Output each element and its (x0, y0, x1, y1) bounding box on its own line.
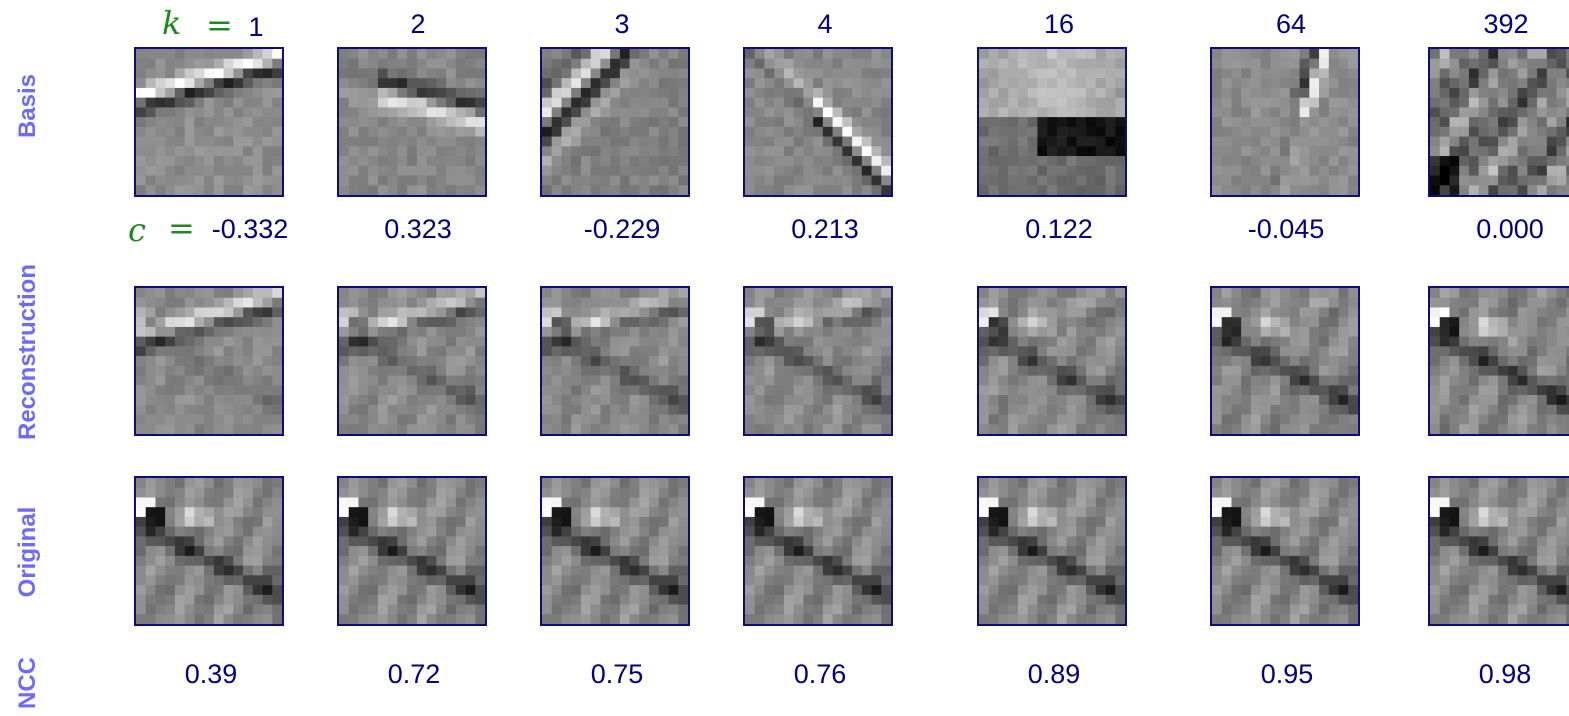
basis-patch-2 (337, 47, 487, 197)
reconstruction-image-5 (979, 288, 1125, 434)
row-label-reconstruction: Reconstruction (14, 263, 41, 441)
reconstruction-patch-2 (337, 286, 487, 436)
original-patch-1 (134, 476, 284, 626)
c-value-7: 0.000 (1476, 214, 1544, 244)
original-image-6 (1212, 478, 1358, 624)
ncc-value-4: 0.76 (793, 659, 847, 689)
c-value-5: 0.122 (1025, 214, 1093, 244)
original-patch-4 (743, 476, 893, 626)
reconstruction-image-7 (1430, 288, 1569, 434)
original-image-4 (745, 478, 891, 624)
reconstruction-patch-1 (134, 286, 284, 436)
original-image-2 (339, 478, 485, 624)
original-patch-2 (337, 476, 487, 626)
basis-image-2 (339, 49, 485, 195)
ncc-value-7: 0.98 (1478, 659, 1532, 689)
ncc-value-2: 0.72 (387, 659, 441, 689)
basis-patch-5 (977, 47, 1127, 197)
original-patch-3 (540, 476, 690, 626)
k-value-4: 4 (817, 9, 833, 39)
row-label-basis: Basis (14, 73, 41, 139)
k-equals: = (206, 6, 233, 44)
basis-patch-6 (1210, 47, 1360, 197)
basis-image-3 (542, 49, 688, 195)
reconstruction-patch-6 (1210, 286, 1360, 436)
k-value-3: 3 (614, 9, 630, 39)
c-equals: = (168, 209, 195, 247)
row-label-original: Original (14, 506, 41, 598)
original-image-3 (542, 478, 688, 624)
c-value-4: 0.213 (791, 214, 859, 244)
reconstruction-image-3 (542, 288, 688, 434)
basis-patch-4 (743, 47, 893, 197)
k-value-5: 16 (1043, 9, 1075, 39)
k-value-2: 2 (410, 9, 426, 39)
original-image-5 (979, 478, 1125, 624)
ncc-value-3: 0.75 (590, 659, 644, 689)
reconstruction-patch-3 (540, 286, 690, 436)
row-label-ncc: NCC (14, 657, 41, 709)
reconstruction-patch-7 (1428, 286, 1569, 436)
basis-image-4 (745, 49, 891, 195)
ncc-value-6: 0.95 (1260, 659, 1314, 689)
basis-image-7 (1430, 49, 1569, 195)
ncc-value-5: 0.89 (1027, 659, 1081, 689)
reconstruction-patch-4 (743, 286, 893, 436)
k-symbol: k (162, 4, 182, 42)
ncc-value-1: 0.39 (184, 659, 238, 689)
basis-patch-7 (1428, 47, 1569, 197)
reconstruction-image-6 (1212, 288, 1358, 434)
original-patch-7 (1428, 476, 1569, 626)
basis-image-1 (136, 49, 282, 195)
basis-patch-3 (540, 47, 690, 197)
original-patch-5 (977, 476, 1127, 626)
c-value-1: -0.332 (211, 214, 289, 244)
original-image-7 (1430, 478, 1569, 624)
original-patch-6 (1210, 476, 1360, 626)
k-value-6: 64 (1275, 9, 1307, 39)
basis-image-6 (1212, 49, 1358, 195)
c-value-3: -0.229 (583, 214, 661, 244)
reconstruction-image-4 (745, 288, 891, 434)
basis-patch-1 (134, 47, 284, 197)
original-image-1 (136, 478, 282, 624)
k-value-7: 392 (1483, 9, 1529, 39)
c-symbol: c (128, 211, 146, 249)
c-value-2: 0.323 (384, 214, 452, 244)
reconstruction-patch-5 (977, 286, 1127, 436)
reconstruction-image-2 (339, 288, 485, 434)
k-value-1: 1 (248, 12, 264, 42)
c-value-6: -0.045 (1247, 214, 1325, 244)
basis-image-5 (979, 49, 1125, 195)
reconstruction-image-1 (136, 288, 282, 434)
